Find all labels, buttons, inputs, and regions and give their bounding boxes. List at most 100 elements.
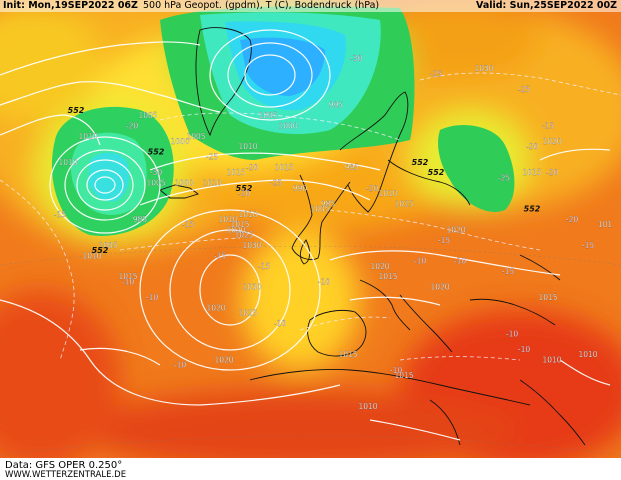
temperature-label: -25 (518, 85, 530, 94)
temperature-label: -25 (498, 173, 510, 182)
pressure-label: 1015 (338, 350, 357, 359)
pressure-label: 1020 (446, 225, 465, 234)
pressure-label: 995 (329, 101, 344, 110)
pressure-label: 1010 (238, 142, 257, 151)
pressure-label: 1005 (98, 241, 117, 250)
pressure-label: 1015 (522, 168, 541, 177)
map-labels: 1005100010051010101010051000995101599099… (54, 54, 613, 412)
pressure-label: 1010 (218, 215, 237, 224)
temperature-label: -25 (270, 179, 282, 188)
temperature-label: -10 (390, 366, 402, 375)
pressure-label: 1005 (138, 111, 157, 120)
temperature-label: -10 (454, 257, 466, 266)
geopotential-label: 552 (412, 158, 429, 167)
pressure-label: 995 (345, 163, 360, 172)
temperature-label: -10 (274, 319, 286, 328)
temperature-label: -20 (246, 163, 258, 172)
temperature-label: -15 (582, 241, 594, 250)
pressure-label: 1020 (430, 283, 449, 292)
geopotential-label: 552 (68, 106, 85, 115)
temperature-label: -15 (438, 236, 450, 245)
temperature-label: -15 (542, 121, 554, 130)
pressure-label: 101 (598, 220, 613, 229)
temperature-label: -20 (366, 184, 378, 193)
map-title: 500 hPa Geopot. (gpdm), T (C), Bodendruc… (143, 0, 380, 11)
pressure-label: 1010 (358, 402, 377, 411)
pressure-label: 1030 (474, 64, 493, 73)
pressure-label: 1020 (206, 303, 225, 312)
pressure-label: 1015 (538, 293, 557, 302)
temperature-label: -30 (150, 168, 162, 177)
temperature-label: -10 (414, 257, 426, 266)
pressure-label: 1010 (542, 355, 561, 364)
temperature-label: -25 (430, 69, 442, 78)
geopotential-label: 552 (236, 184, 253, 193)
pressure-label: 1010 (58, 158, 77, 167)
pressure-label: 1030 (242, 283, 261, 292)
geopotential-label: 552 (428, 168, 445, 177)
temperature-label: -20 (126, 121, 138, 130)
geopotential-low-areas (51, 6, 515, 236)
temperature-label: -10 (506, 329, 518, 338)
pressure-label: 1015 (226, 168, 245, 177)
pressure-label: 1010 (238, 210, 257, 219)
data-source: Data: GFS OPER 0.250° (5, 460, 123, 471)
geopotential-label: 552 (148, 147, 165, 156)
graticule (0, 246, 621, 456)
temperature-label: -10 (146, 293, 158, 302)
pressure-label: 1020 (226, 225, 245, 234)
temperature-label: -20 (566, 215, 578, 224)
temperature-label: -30 (350, 54, 362, 63)
pressure-label: 1020 (542, 137, 561, 146)
header-bar: Init: Mon,19SEP2022 06Z 500 hPa Geopot. … (0, 0, 621, 12)
temperature-label: -15 (54, 210, 66, 219)
temperature-label: -15 (182, 220, 194, 229)
pressure-label: 1005 (146, 179, 165, 188)
temperature-label: -20 (546, 168, 558, 177)
pressure-label: 1000 (174, 179, 193, 188)
pressure-label: 1030 (242, 241, 261, 250)
temperature-label: -10 (174, 361, 186, 370)
pressure-label: 1015 (394, 371, 413, 380)
temperature-label: -15 (258, 262, 270, 271)
pressure-label: 1015 (118, 272, 137, 281)
init-time: Init: Mon,19SEP2022 06Z (3, 0, 138, 11)
valid-time: Valid: Sun,25SEP2022 00Z (475, 0, 617, 11)
temperature-label: -10 (318, 277, 330, 286)
coastlines (159, 27, 586, 446)
pressure-label: 1010 (202, 179, 221, 188)
temperature-label: -10 (122, 277, 134, 286)
temperature-label: -15 (502, 267, 514, 276)
pressure-label: 1005 (310, 205, 329, 214)
pressure-label: 1010 (82, 251, 101, 260)
pressure-label: 1015 (378, 272, 397, 281)
pressure-label: 1005 (186, 132, 205, 141)
geopotential-label: 552 (92, 246, 109, 255)
temperature-label: -15 (214, 251, 226, 260)
pressure-label: 985 (133, 215, 148, 224)
footer: Data: GFS OPER 0.250° WWW.WETTERZENTRALE… (0, 458, 621, 480)
pressure-label: 985 (321, 199, 336, 208)
temperature-label: -10 (518, 345, 530, 354)
pressure-label: 1025 (238, 309, 257, 318)
temperature-label: -25 (206, 153, 218, 162)
pressure-label: 1020 (370, 262, 389, 271)
pressure-label: 1000 (170, 137, 189, 146)
pressure-label: 1010 (78, 132, 97, 141)
website-credit: WWW.WETTERZENTRALE.DE (5, 470, 127, 480)
pressure-label: 1020 (214, 355, 233, 364)
pressure-label: 1015 (394, 199, 413, 208)
isobars (0, 29, 611, 441)
pressure-label: 1000 (278, 121, 297, 130)
pressure-label: 990 (293, 184, 308, 193)
geopotential-label: 552 (524, 205, 541, 214)
pressure-label: 1025 (234, 231, 253, 240)
pressure-label: 1015 (230, 220, 249, 229)
temperature-isotherms (0, 72, 621, 361)
pressure-label: 1010 (578, 350, 597, 359)
pressure-label: 1015 (274, 163, 293, 172)
pressure-label: 1010 (378, 189, 397, 198)
temperature-label: -20 (238, 189, 250, 198)
pressure-label: 1005 (258, 111, 277, 120)
